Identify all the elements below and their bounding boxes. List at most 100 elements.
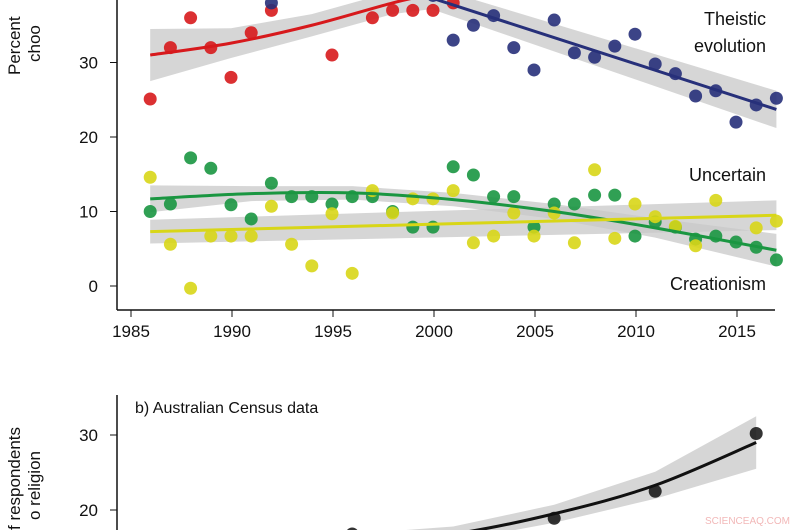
series-label: Theistic bbox=[704, 9, 766, 29]
fit-line-green bbox=[150, 190, 777, 252]
data-point-blue bbox=[466, 18, 480, 32]
data-point-green bbox=[628, 229, 642, 243]
data-point bbox=[347, 527, 358, 530]
confidence-band-red bbox=[150, 0, 433, 82]
y-tick-label: 30 bbox=[79, 54, 98, 73]
watermark: SCIENCEAQ.COM bbox=[705, 516, 790, 527]
data-point-yellow bbox=[507, 206, 521, 220]
data-point-yellow bbox=[386, 206, 400, 220]
data-point-red bbox=[406, 3, 420, 17]
fit-line-yellow bbox=[150, 213, 777, 234]
y-tick-label: 30 bbox=[79, 426, 98, 445]
data-point-yellow bbox=[567, 236, 581, 250]
y-axis-label: choo bbox=[25, 25, 44, 62]
data-point-red bbox=[426, 3, 440, 17]
x-tick-label: 2010 bbox=[617, 322, 655, 341]
series-label: Creationism bbox=[670, 274, 766, 294]
data-point-blue bbox=[648, 57, 662, 71]
data-point-red bbox=[244, 26, 258, 40]
data-point-yellow bbox=[648, 210, 662, 224]
data-point-blue bbox=[608, 39, 622, 53]
x-tick-label: 1985 bbox=[112, 322, 150, 341]
data-point-yellow bbox=[689, 239, 703, 253]
y-tick-label: 10 bbox=[79, 203, 98, 222]
data-point-yellow bbox=[264, 199, 278, 213]
data-point-green bbox=[769, 253, 783, 267]
data-point-blue bbox=[628, 27, 642, 41]
fit-line-red bbox=[149, 0, 412, 57]
y-axis-label: o religion bbox=[25, 451, 44, 520]
data-point-green bbox=[507, 190, 521, 204]
data-point-yellow bbox=[285, 237, 299, 251]
data-point-blue bbox=[264, 0, 278, 10]
data-point-green bbox=[527, 220, 541, 234]
x-tick-label: 2015 bbox=[718, 322, 756, 341]
x-tick-label: 1990 bbox=[213, 322, 251, 341]
panel-b: 20 30 b) Australian Census data f responden… bbox=[5, 395, 763, 530]
data-point-green bbox=[547, 197, 561, 211]
data-point-yellow bbox=[345, 266, 359, 280]
data-point-red bbox=[365, 11, 379, 25]
data-point bbox=[749, 427, 763, 440]
data-point bbox=[648, 484, 662, 498]
series-label: Uncertain bbox=[689, 165, 766, 185]
data-point-yellow bbox=[325, 207, 339, 221]
data-point-green bbox=[184, 151, 198, 165]
data-point-blue bbox=[527, 63, 541, 77]
data-point-green bbox=[143, 205, 157, 218]
data-point-yellow bbox=[608, 231, 622, 245]
fit-line-blue bbox=[432, 0, 777, 111]
data-point-yellow bbox=[184, 281, 198, 295]
x-tick-label: 2005 bbox=[516, 322, 554, 341]
data-point-blue bbox=[507, 41, 521, 55]
data-point-blue bbox=[729, 115, 743, 129]
data-point-yellow bbox=[466, 236, 480, 250]
data-point-red bbox=[224, 70, 238, 84]
data-point-green bbox=[567, 197, 581, 211]
data-point-yellow bbox=[305, 259, 319, 273]
data-point-yellow bbox=[163, 237, 177, 251]
data-point-yellow bbox=[406, 192, 420, 206]
data-point-green bbox=[487, 190, 501, 204]
data-point-yellow bbox=[709, 193, 723, 207]
data-point-yellow bbox=[446, 184, 460, 198]
y-tick-label: 20 bbox=[79, 128, 98, 147]
data-point-yellow bbox=[769, 214, 783, 228]
data-point-red bbox=[184, 11, 198, 25]
data-point-yellow bbox=[244, 229, 258, 243]
data-point-green bbox=[204, 161, 218, 175]
data-point-yellow bbox=[588, 163, 602, 177]
data-point-green bbox=[608, 188, 622, 202]
data-point-yellow bbox=[749, 221, 763, 235]
data-point-green bbox=[264, 176, 278, 190]
data-point-yellow bbox=[628, 197, 642, 211]
panel-a: 0 10 20 30 1985 1990 1995 2000 2005 2010 2015 Perce… bbox=[5, 0, 783, 341]
data-point-blue bbox=[588, 50, 602, 64]
data-point-blue bbox=[567, 46, 581, 60]
data-point-red bbox=[386, 3, 400, 17]
y-tick-label: 0 bbox=[89, 277, 98, 296]
y-axis-label: Percent bbox=[5, 16, 24, 75]
data-point-green bbox=[406, 220, 420, 234]
series-label: evolution bbox=[694, 36, 766, 56]
data-point-yellow bbox=[487, 229, 501, 243]
data-point-blue bbox=[446, 33, 460, 47]
data-point-green bbox=[325, 197, 339, 211]
x-tick-label: 1995 bbox=[314, 322, 352, 341]
data-point-green bbox=[588, 188, 602, 202]
data-point-green bbox=[163, 197, 177, 211]
data-point-yellow bbox=[204, 229, 218, 243]
data-point-green bbox=[446, 160, 460, 174]
data-point-yellow bbox=[527, 229, 541, 243]
data-point-yellow bbox=[143, 170, 157, 184]
y-tick-label: 20 bbox=[79, 501, 98, 520]
panel-title: b) Australian Census data bbox=[135, 400, 318, 417]
data-point-blue bbox=[689, 89, 703, 103]
data-point-green bbox=[244, 212, 258, 226]
data-point-green bbox=[466, 168, 480, 182]
data-point-blue bbox=[769, 91, 783, 105]
data-point-green bbox=[224, 198, 238, 212]
y-axis-label: f respondents bbox=[5, 427, 24, 530]
data-point-red bbox=[325, 48, 339, 62]
